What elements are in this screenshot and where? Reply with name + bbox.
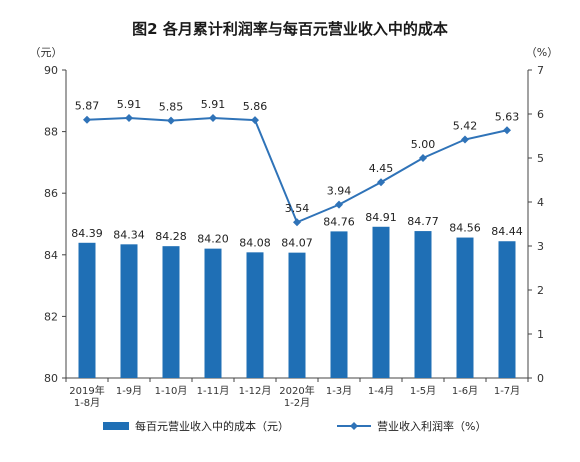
left-axis-unit: （元）	[30, 46, 63, 59]
profit-rate-label: 5.86	[243, 100, 268, 113]
x-tick-label: 1-8月	[74, 397, 100, 409]
x-tick-label: 1-2月	[284, 397, 310, 409]
right-axis-tick-label: 7	[537, 64, 544, 77]
left-axis-tick-label: 84	[44, 249, 58, 262]
profit-rate-label: 5.85	[159, 101, 184, 114]
cost-bar-label: 84.56	[449, 222, 481, 235]
profit-rate-label: 5.63	[495, 110, 520, 123]
bar-value-labels: 84.39 84.34 84.28 84.20 84.08 84.07 84.76 84.91…	[71, 211, 523, 250]
legend-bar-swatch	[103, 422, 129, 430]
right-axis-tick-label: 0	[537, 372, 544, 385]
line-series	[83, 113, 511, 227]
legend-line-label: 营业收入利润率（%）	[377, 419, 486, 433]
profit-rate-label: 3.94	[327, 185, 352, 198]
profit-rate-point	[419, 154, 427, 162]
x-tick-label: 1-4月	[368, 385, 394, 397]
right-axis-tick-label: 2	[537, 284, 544, 297]
x-tick-label: 1-7月	[494, 385, 520, 397]
profit-rate-point	[293, 218, 301, 227]
x-tick-label: 1-5月	[410, 385, 436, 397]
left-axis-tick-label: 90	[44, 64, 58, 77]
cost-bar	[78, 242, 96, 378]
x-tick-label: 2020年	[279, 384, 314, 397]
legend-bar-label: 每百元营业收入中的成本（元）	[135, 419, 289, 433]
cost-bar	[162, 246, 180, 378]
right-axis-tick-label: 6	[537, 108, 544, 121]
legend-line-marker	[350, 422, 358, 430]
profit-rate-label: 5.42	[453, 120, 478, 133]
left-axis-tick-label: 88	[44, 126, 58, 139]
x-tick-label: 1-9月	[116, 385, 142, 397]
cost-bar	[120, 244, 138, 378]
legend: 每百元营业收入中的成本（元） 营业收入利润率（%）	[103, 419, 486, 433]
cost-bar	[204, 248, 222, 378]
profit-rate-label: 5.91	[201, 98, 226, 111]
cost-bar-label: 84.28	[155, 230, 187, 243]
cost-bar	[498, 241, 516, 378]
cost-bar-label: 84.91	[365, 211, 397, 224]
left-axis-tick-label: 80	[44, 372, 58, 385]
cost-bar	[414, 231, 432, 378]
right-axis-tick-label: 1	[537, 328, 544, 341]
cost-bar-label: 84.08	[239, 236, 271, 249]
profit-rate-label: 5.00	[411, 138, 436, 151]
right-axis-tick-label: 3	[537, 240, 544, 253]
cost-bar-label: 84.76	[323, 215, 355, 228]
cost-bar	[288, 252, 306, 378]
cost-bar-label: 84.77	[407, 215, 439, 228]
left-axis-tick-label: 82	[44, 310, 58, 323]
profit-rate-label: 4.45	[369, 162, 394, 175]
left-axis-tick-label: 86	[44, 187, 58, 200]
x-tick-label: 1-6月	[452, 385, 478, 397]
cost-bar	[372, 226, 390, 378]
profit-rate-label: 3.54	[285, 202, 310, 215]
right-axis-tick-label: 4	[537, 196, 544, 209]
profit-rate-point	[209, 113, 217, 122]
cost-bar	[330, 231, 348, 378]
cost-bar-label: 84.34	[113, 228, 145, 241]
profit-rate-point	[503, 126, 511, 135]
profit-rate-point	[83, 115, 91, 124]
x-tick-label: 1-10月	[155, 385, 188, 397]
x-tick-label: 1-11月	[197, 385, 230, 397]
profit-rate-point	[461, 135, 469, 144]
right-axis-unit: （%）	[526, 46, 558, 59]
cost-bar-label: 84.39	[71, 227, 103, 240]
x-tick-label: 1-3月	[326, 385, 352, 397]
profit-rate-point	[251, 116, 259, 125]
profit-rate-label: 5.91	[117, 98, 142, 111]
profit-rate-point	[125, 113, 133, 122]
chart-title: 图2 各月累计利润率与每百元营业收入中的成本	[132, 20, 448, 38]
cost-bar	[456, 237, 474, 378]
right-axis-tick-label: 5	[537, 152, 544, 165]
cost-bar-label: 84.20	[197, 233, 229, 246]
x-tick-label: 1-12月	[239, 385, 272, 397]
profit-rate-point	[377, 178, 385, 187]
line-value-labels: 5.87 5.91 5.85 5.91 5.86 3.54 3.94 4.45 5.00 5.42…	[75, 98, 520, 215]
profit-rate-label: 5.87	[75, 100, 100, 113]
bar-series	[78, 226, 516, 378]
x-tick-label: 2019年	[69, 384, 104, 397]
cost-bar	[246, 252, 264, 378]
profit-rate-point	[167, 116, 175, 125]
cost-bar-label: 84.07	[281, 237, 313, 250]
profit-rate-point	[335, 200, 343, 209]
axes: 80 82 84 86 88 90 0 1 2 3 4 5 6 7	[44, 64, 544, 385]
cost-bar-label: 84.44	[491, 225, 523, 238]
